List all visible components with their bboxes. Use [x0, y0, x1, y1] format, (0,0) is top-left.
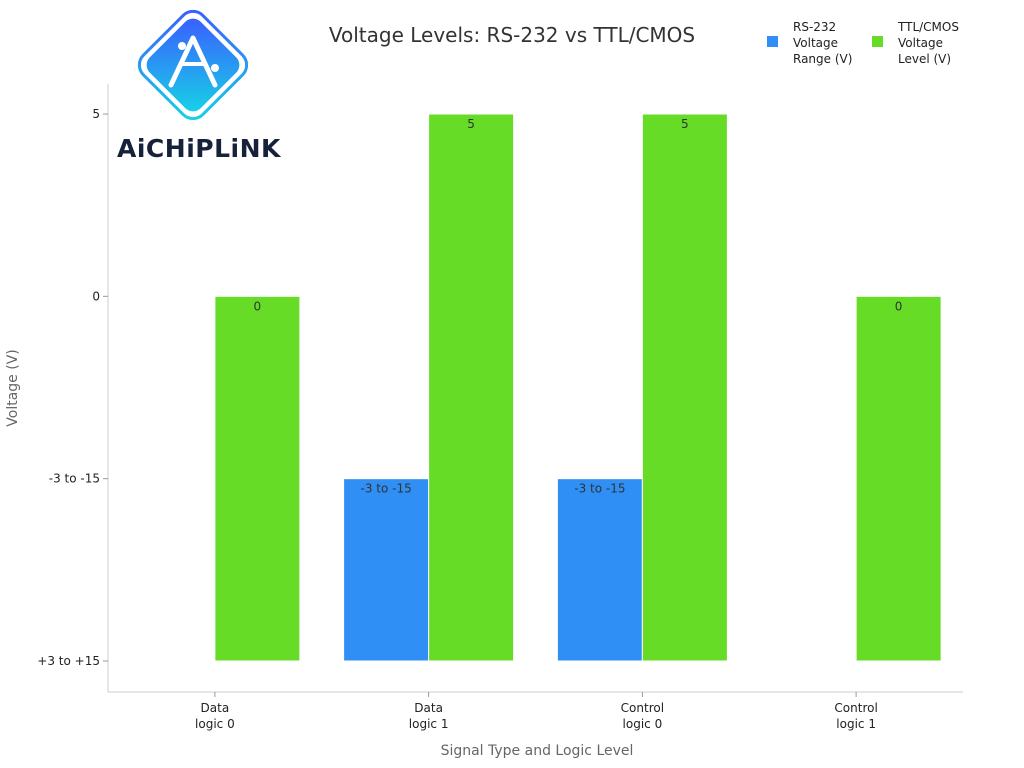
legend-label: Level (V) — [898, 52, 951, 66]
bar-data-label: 5 — [681, 117, 689, 131]
legend-swatch — [872, 36, 883, 47]
bar — [343, 478, 430, 662]
x-tick-label: logic 1 — [409, 717, 449, 731]
x-tick-label: Control — [834, 701, 877, 715]
x-tick-label: logic 0 — [195, 717, 235, 731]
x-tick-label: logic 1 — [836, 717, 876, 731]
legend: RS-232 Voltage Range (V) TTL/CMOS Voltage Lev… — [767, 20, 959, 66]
x-tick-label: Control — [621, 701, 664, 715]
chip-link-a-icon — [137, 9, 249, 121]
bar-data-labels: 0 -3 to -15 5 -3 to -15 5 0 — [254, 117, 903, 496]
y-tick-label: -3 to -15 — [49, 472, 100, 486]
bar-data-label: -3 to -15 — [574, 482, 625, 496]
y-tick-label: 5 — [92, 107, 100, 121]
bar — [641, 113, 728, 662]
y-axis-ticks: +3 to +15 -3 to -15 0 5 — [37, 107, 108, 668]
x-axis-title: Signal Type and Logic Level — [441, 743, 634, 759]
y-tick-label: +3 to +15 — [37, 654, 100, 668]
y-tick-label: 0 — [92, 289, 100, 303]
x-tick-label: logic 0 — [623, 717, 663, 731]
legend-swatch — [767, 36, 778, 47]
bar — [556, 478, 643, 662]
bar-data-label: 5 — [467, 117, 475, 131]
bar — [855, 295, 942, 662]
legend-label: Voltage — [793, 36, 838, 50]
x-axis-ticks: Data logic 0 Data logic 1 Control logic 0 Cont… — [195, 692, 878, 731]
bar — [214, 295, 301, 662]
bar — [428, 113, 515, 662]
brand-logo: AiCHiPLiNK — [117, 9, 282, 163]
brand-wordmark: AiCHiPLiNK — [117, 134, 282, 163]
bar-data-label: 0 — [254, 299, 262, 313]
legend-label: RS-232 — [793, 20, 836, 34]
bars — [214, 113, 942, 662]
legend-label: Range (V) — [793, 52, 852, 66]
y-axis-title: Voltage (V) — [5, 349, 21, 426]
legend-label: TTL/CMOS — [897, 20, 959, 34]
x-tick-label: Data — [414, 701, 443, 715]
x-tick-label: Data — [201, 701, 230, 715]
bar-data-label: -3 to -15 — [361, 482, 412, 496]
bar-data-label: 0 — [895, 299, 903, 313]
chart-title: Voltage Levels: RS-232 vs TTL/CMOS — [329, 23, 695, 47]
legend-label: Voltage — [898, 36, 943, 50]
